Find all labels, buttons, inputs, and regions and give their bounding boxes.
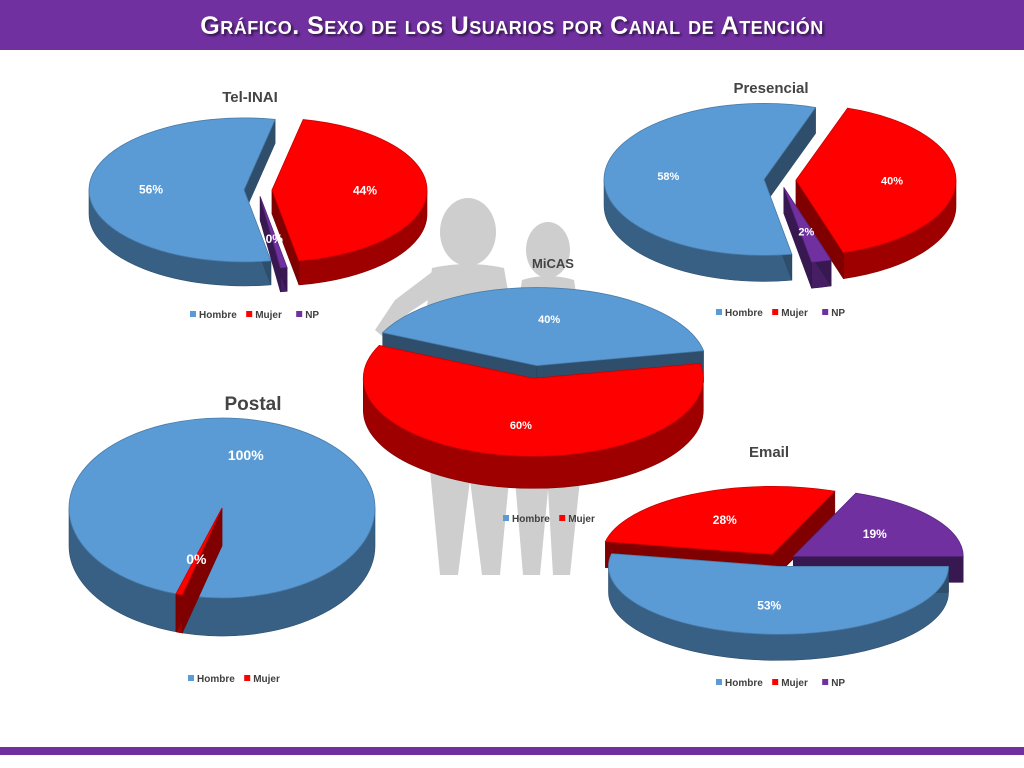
pie-chart-postal: Postal 100% 0% Hombre Mujer	[68, 394, 376, 685]
pie-slice-np	[259, 196, 288, 293]
legend-swatch-hombre	[716, 679, 722, 685]
data-label-mujer: 0%	[186, 551, 207, 567]
legend-swatch-np	[822, 679, 829, 685]
legend-label-mujer: Mujer	[253, 674, 280, 685]
data-label-np: 19%	[863, 527, 887, 541]
page-title: Gráfico. Sexo de los Usuarios por Canal …	[200, 12, 824, 40]
legend-swatch-hombre	[190, 311, 196, 317]
chart-legend: Hombre Mujer NP	[716, 308, 845, 319]
legend-label-mujer: Mujer	[781, 308, 808, 319]
pie-slice-np	[783, 186, 832, 289]
legend-swatch-mujer	[772, 309, 779, 315]
legend-swatch-np	[296, 311, 303, 317]
pie-chart-micas: MiCAS 40% 60% Hombre Mujer	[362, 256, 705, 525]
chart-legend: Hombre Mujer NP	[716, 678, 845, 689]
legend-label-mujer: Mujer	[781, 678, 808, 689]
data-label-hombre: 53%	[757, 599, 781, 613]
legend-swatch-hombre	[188, 675, 194, 681]
chart-legend: Hombre Mujer NP	[190, 310, 319, 321]
data-label-mujer: 40%	[881, 176, 903, 188]
chart-title: Presencial	[733, 80, 808, 97]
chart-legend: Hombre Mujer	[188, 674, 280, 685]
pie-slice-mujer	[362, 344, 704, 489]
pie-chart-email: Email 28% 19% 53% Hombre Mujer NP	[604, 444, 964, 689]
legend-label-hombre: Hombre	[512, 514, 550, 525]
legend-label-hombre: Hombre	[725, 678, 763, 689]
data-label-np: 0%	[266, 232, 284, 246]
legend-label-hombre: Hombre	[199, 310, 237, 321]
legend-swatch-mujer	[246, 311, 253, 317]
pie-slice-mujer	[175, 507, 223, 634]
data-label-mujer: 60%	[510, 420, 532, 432]
chart-title: Postal	[224, 394, 281, 415]
pie-slice-hombre	[608, 553, 949, 661]
data-label-np: 2%	[798, 227, 814, 239]
data-label-mujer: 44%	[353, 184, 377, 198]
legend-label-mujer: Mujer	[255, 310, 282, 321]
chart-legend: Hombre Mujer	[503, 514, 595, 525]
chart-title: Email	[749, 444, 789, 461]
legend-swatch-np	[822, 309, 829, 315]
pie-slice-mujer	[271, 119, 428, 286]
legend-swatch-hombre	[503, 515, 509, 521]
pie-slice-mujer	[795, 107, 957, 280]
legend-label-mujer: Mujer	[568, 514, 595, 525]
pie-chart-tel-inai: Tel-INAI 56% 44% 0% Hombre Mujer NP	[88, 89, 428, 321]
data-label-hombre: 100%	[228, 447, 264, 463]
pie-chart-presencial: Presencial 58% 40% 2% Hombre Mujer NP	[603, 80, 957, 319]
legend-swatch-mujer	[244, 675, 251, 681]
chart-title: MiCAS	[532, 256, 574, 271]
footer-bar	[0, 747, 1024, 755]
legend-swatch-mujer	[772, 679, 779, 685]
legend-swatch-hombre	[716, 309, 722, 315]
data-label-hombre: 56%	[139, 182, 163, 196]
pie-slice-hombre	[603, 103, 817, 282]
data-label-hombre: 40%	[538, 314, 560, 326]
legend-label-np: NP	[305, 310, 319, 321]
header-bar: Gráfico. Sexo de los Usuarios por Canal …	[0, 0, 1024, 50]
legend-label-hombre: Hombre	[725, 308, 763, 319]
data-label-mujer: 28%	[713, 513, 737, 527]
chart-title: Tel-INAI	[222, 89, 278, 106]
legend-swatch-mujer	[559, 515, 566, 521]
legend-label-np: NP	[831, 678, 845, 689]
pie-slice-hombre	[88, 117, 276, 287]
legend-label-np: NP	[831, 308, 845, 319]
data-label-hombre: 58%	[657, 171, 679, 183]
legend-label-hombre: Hombre	[197, 674, 235, 685]
